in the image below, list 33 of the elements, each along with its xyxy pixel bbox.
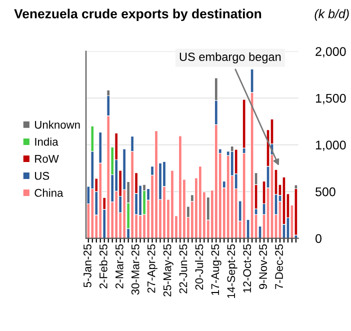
legend-label: US	[35, 172, 50, 180]
annotation: US embargo began	[180, 52, 281, 64]
bar	[242, 152, 246, 238]
bar	[178, 136, 182, 238]
x-tick-label: 27-Apr-25	[147, 244, 158, 293]
x-tick-label: 7-Dec-25	[275, 244, 283, 289]
y-tick-label: 2,000	[316, 47, 346, 58]
x-tick-label: 9-Nov-25	[259, 244, 268, 290]
bar	[294, 188, 298, 236]
bar	[170, 170, 174, 238]
x-tick-label: 2-Feb-25	[99, 244, 108, 288]
bar	[226, 155, 230, 238]
legend-label: China	[34, 188, 64, 197]
y-tick-label: 500	[316, 187, 336, 196]
x-tick-label: 25-May-25	[163, 244, 174, 296]
y-tick-label: 0	[316, 234, 322, 243]
x-tick-label: 12-Oct-25	[243, 244, 252, 292]
x-tick-label: 14-Sept-25	[227, 244, 238, 298]
legend-label: RoW	[35, 155, 59, 163]
bar	[198, 166, 202, 238]
legend-label: India	[35, 138, 58, 146]
x-tick-label: 22-Jun-25	[179, 244, 188, 294]
legend-label: Unknown	[35, 120, 80, 129]
x-tick-label: 2-Mar-25	[115, 244, 124, 288]
text: (k b/d)	[314, 9, 349, 21]
y-tick-label: 1,000	[316, 140, 346, 151]
chart-title: Venezuela crude exports by destination	[14, 8, 262, 22]
bar	[154, 130, 158, 238]
x-tick-label: 20-Jul-25	[194, 244, 204, 290]
x-tick-label: 17-Aug-25	[211, 244, 222, 295]
x-tick-label: 30-Mar-25	[131, 244, 140, 295]
y-tick-label: 1,500	[316, 94, 346, 104]
x-tick-label: 5-Jan-25	[84, 244, 92, 288]
